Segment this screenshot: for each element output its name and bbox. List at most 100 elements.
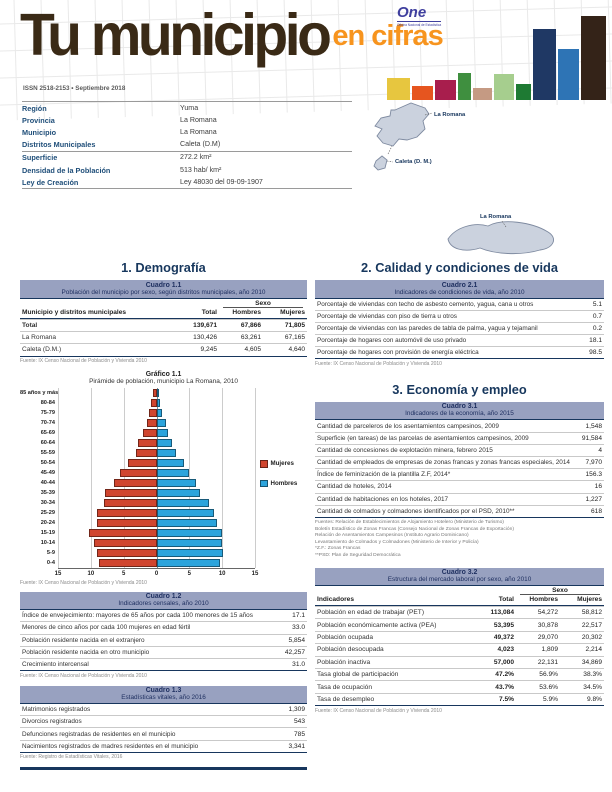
table-row: Cantidad de parceleros de los asentamien… [315,419,604,431]
cell: 130,426 [193,334,217,342]
pyramid-row [58,388,255,398]
col-header: Total [201,308,217,316]
profile-row: Distritos Municipales Caleta (D.M) [22,139,352,151]
col-group-header: Sexo [520,587,600,596]
table-row: Defunciones registradas de residentes en… [20,727,307,739]
row-value: 156.3 [585,471,602,479]
cuadro-1-1-number: Cuadro 1.1 [145,281,182,289]
age-label: 75-79 [40,410,55,417]
cuadro-2-1-fuente: Fuente: IX Censo Nacional de Población y… [315,360,442,367]
row-value: 42,257 [284,648,305,656]
cell: 9.8% [586,695,602,703]
pyramid-row [58,478,255,488]
pyramid-row [58,488,255,498]
gridline [255,388,256,569]
row-value: 31.0 [292,660,305,668]
pyramid-row [58,528,255,538]
cell: 57,000 [493,658,514,666]
table-row: Menores de cinco años por cada 100 mujer… [20,621,307,633]
table-row: Porcentaje de viviendas con techo de asb… [315,297,604,310]
row-label: Superficie (en tareas) de las parcelas d… [317,434,529,442]
table-row: Porcentaje de viviendas con las paredes … [315,321,604,334]
mujeres-legend-swatch [260,460,268,468]
hombres-bar [156,458,185,468]
cell: 7.5% [498,695,514,703]
gridline [58,388,59,569]
age-label: 45-49 [40,470,55,477]
cell: 4,605 [244,346,261,354]
profile-value: Ley 48030 del 09-09-1907 [180,177,263,186]
age-label: 25-29 [40,510,55,517]
row-label: Menores de cinco años por cada 100 mujer… [22,624,191,632]
deco-bar-chart [387,16,606,100]
hombres-bar [156,548,223,558]
x-tick-label: 15 [251,570,259,577]
province-shape [447,221,554,255]
footnote-line: *Z.F.: Zonas Francas [315,546,361,552]
row-label: Índice de envejecimiento: mayores de 65 … [22,612,253,620]
row-label: Población en edad de trabajar (PET) [317,609,425,617]
right-column: 2. Calidad y condiciones de vida Cuadro … [315,258,604,770]
cell: 53,395 [493,621,514,629]
grafico-title: Gráfico 1.1 [145,371,182,379]
profile-value: 272.2 km² [180,153,212,162]
table-row: Población inactiva 57,000 22,131 34,869 [315,655,604,668]
hombres-bar [156,508,214,518]
table-row: Población económicamente activa (PEA) 53,… [315,618,604,630]
cuadro-3-1-number: Cuadro 3.1 [441,403,478,411]
pyramid-row [58,468,255,478]
pyramid-row [58,538,255,548]
cell: 34,869 [581,658,602,666]
section-1-title: 1. Demografía [121,260,206,275]
cell: 30,878 [537,621,558,629]
row-value: 0.7 [592,312,602,320]
table-row: Crecimiento intercensal 31.0 [20,657,307,670]
x-tick-label: 10 [87,570,95,577]
age-label: 50-54 [40,460,55,467]
age-label: 5-9 [46,550,55,557]
table-header-row: Indicadores Total Sexo Hombres Mujeres [315,585,604,607]
footnote-line: Fuentes: Relación de Establecimientos de… [315,519,504,525]
content-columns: 1. Demografía Cuadro 1.1 Población del m… [20,258,604,770]
table-row: Población en edad de trabajar (PET) 113,0… [315,606,604,618]
profile-label: Densidad de la Población [22,165,111,175]
profile-label: Distritos Municipales [22,140,96,150]
section-2-title: 2. Calidad y condiciones de vida [361,260,558,275]
col-header: Indicadores [317,596,355,604]
table-row: Divorcios registrados 543 [20,715,307,727]
cell: 2,214 [585,646,602,654]
profile-row: Municipio La Romana [22,126,352,138]
cuadro-1-3-subtitle: Estadísticas vitales, año 2016 [121,694,206,702]
mujeres-bar [128,458,157,468]
row-label: Población residente nacida en el extranj… [22,636,145,644]
legend-label: Hombres [270,479,298,487]
pyramid-age-labels: 85 años y más 80-84 75-79 70-74 65-69 60-64 55… [20,388,58,569]
table-row: Superficie (en tareas) de las parcelas d… [315,431,604,444]
row-label: Defunciones registradas de residentes en… [22,730,176,738]
deco-bar [387,78,410,100]
cell: 4,640 [288,346,305,354]
mujeres-bar [146,418,157,428]
pyramid-row [58,548,255,558]
pyramid-row [58,418,255,428]
cell: 22,517 [581,621,602,629]
row-value: 7,970 [585,459,602,467]
cuadro-1-3-table: Matrimonios registrados 1,309 Divorcios re… [20,703,307,753]
municipality-map [373,102,433,171]
cuadro-3-2: Cuadro 3.2 Estructura del mercado labora… [315,567,604,714]
col-header: Mujeres [280,308,305,316]
row-value: 5,854 [288,636,305,644]
profile-row: Densidad de la Población 513 hab/ km² [22,164,352,176]
mujeres-bar [114,478,157,488]
legend-item: Hombres [260,479,307,488]
cuadro-3-2-header: Cuadro 3.2 Estructura del mercado labora… [315,567,604,586]
profile-label: Superficie [22,153,58,163]
mujeres-bar [97,548,157,558]
row-label: Crecimiento intercensal [22,660,89,668]
col-group-header: Sexo [223,300,303,308]
pyramid-row [58,438,255,448]
age-label: 0-4 [46,560,55,567]
maps: La Romana Caleta (D. M.) La Romana [352,96,606,260]
cuadro-1-2-header: Cuadro 1.2 Indicadores censales, año 201… [20,591,307,610]
